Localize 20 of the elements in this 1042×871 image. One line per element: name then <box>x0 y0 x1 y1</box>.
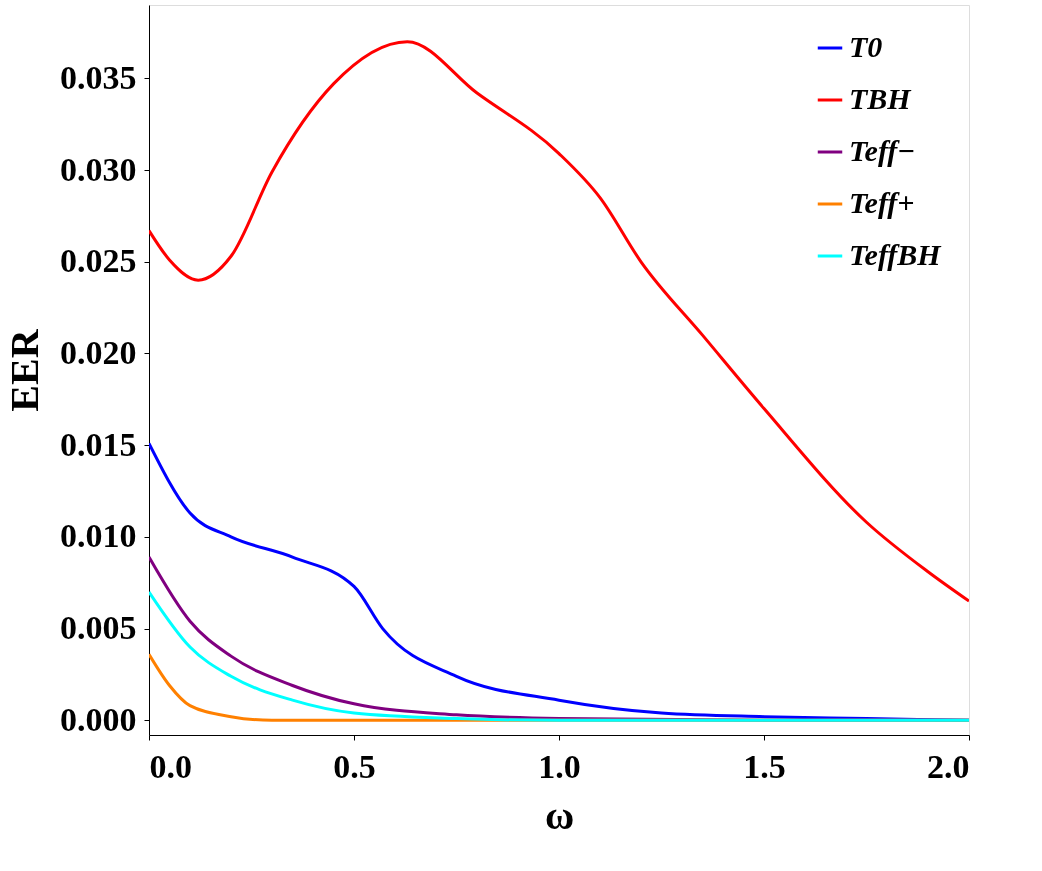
x-tick-label: 0.5 <box>333 747 376 785</box>
x-tick-label: 2.0 <box>927 747 970 785</box>
y-tick-label: 0.015 <box>60 425 137 463</box>
x-tick-label: 1.0 <box>538 747 581 785</box>
x-axis-title: ω <box>544 792 575 838</box>
y-tick-label: 0.005 <box>60 609 137 647</box>
y-tick-label: 0.010 <box>60 517 137 555</box>
legend-label: TeffBH <box>849 238 943 271</box>
y-tick-label: 0.035 <box>60 58 137 96</box>
legend-label: TBH <box>849 82 913 115</box>
y-tick-label: 0.000 <box>60 700 137 738</box>
legend-label: Teff− <box>849 134 916 167</box>
y-tick-label: 0.025 <box>60 242 137 280</box>
y-tick-label: 0.030 <box>60 150 137 188</box>
legend-label: T0 <box>849 30 883 63</box>
y-axis-title: EER <box>2 328 47 412</box>
x-tick-label: 0.0 <box>149 747 192 785</box>
y-tick-label: 0.020 <box>60 333 137 371</box>
x-tick-label: 1.5 <box>743 747 786 785</box>
legend-label: Teff+ <box>849 186 915 219</box>
